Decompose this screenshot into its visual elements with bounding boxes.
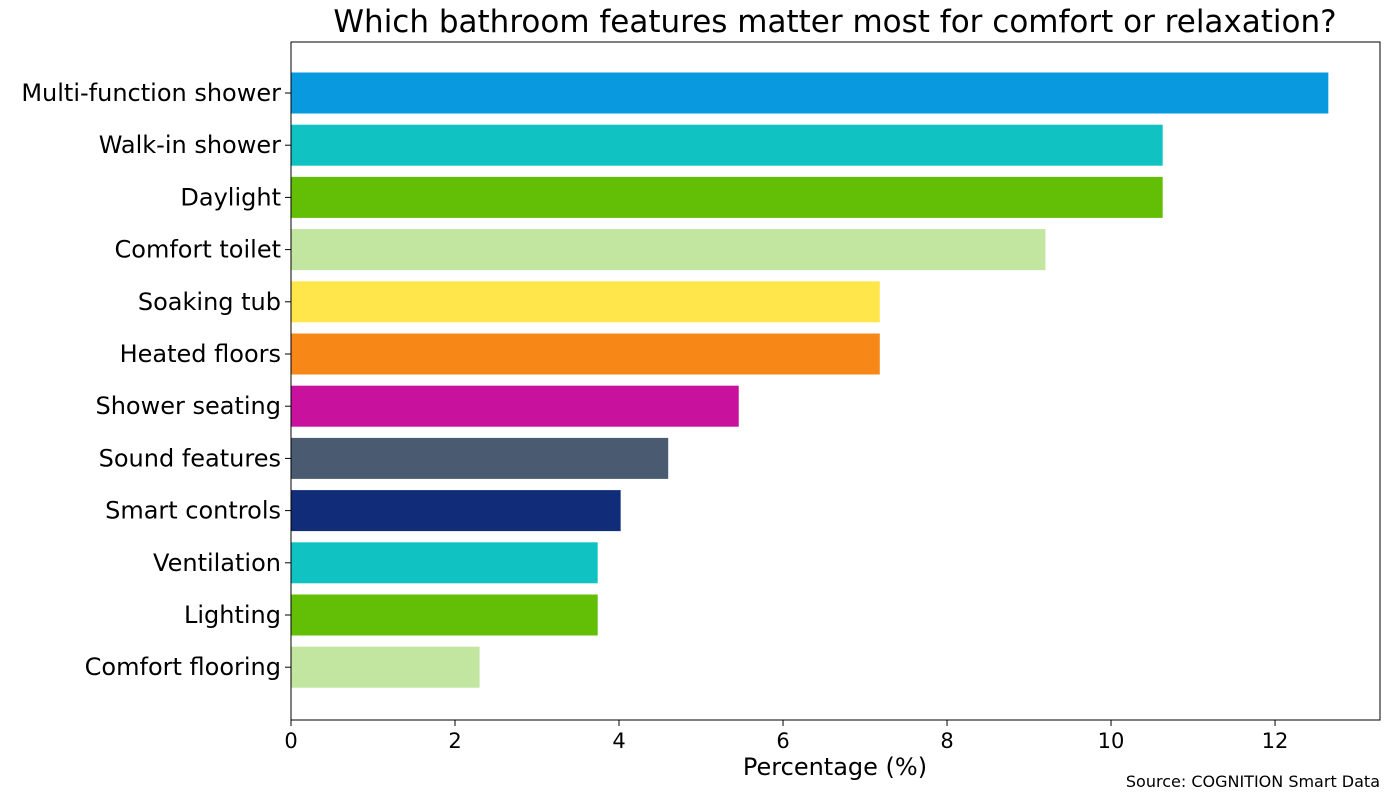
category-label: Multi-function shower — [21, 79, 281, 107]
bar-daylight — [291, 176, 1163, 218]
x-tick-label: 0 — [284, 729, 297, 753]
x-tick-label: 12 — [1262, 729, 1289, 753]
x-tick-label: 6 — [776, 729, 789, 753]
bar-lighting — [291, 594, 598, 636]
bar-comfort-toilet — [291, 229, 1046, 271]
bar-smart-controls — [291, 490, 621, 532]
category-label: Comfort toilet — [115, 236, 281, 264]
bar-sound-features — [291, 437, 669, 479]
bar-soaking-tub — [291, 281, 880, 323]
source-note: Source: COGNITION Smart Data — [1126, 772, 1380, 791]
category-label: Comfort flooring — [85, 653, 281, 681]
x-tick-label: 4 — [612, 729, 625, 753]
plot-frame — [290, 41, 1381, 721]
category-label: Walk-in shower — [99, 131, 281, 159]
category-label: Lighting — [184, 601, 281, 629]
x-axis-ticks: 0 2 4 6 8 10 12 — [284, 720, 1288, 753]
category-label: Daylight — [180, 183, 281, 211]
chart-title: Which bathroom features matter most for … — [333, 4, 1336, 40]
x-tick-label: 2 — [448, 729, 461, 753]
bars — [291, 72, 1329, 688]
bar-comfort-flooring — [291, 646, 480, 688]
category-label: Soaking tub — [138, 288, 281, 316]
x-axis-label: Percentage (%) — [743, 753, 927, 781]
bar-shower-seating — [291, 385, 739, 427]
bar-walk-in-shower — [291, 124, 1163, 166]
bar-multi-function-shower — [291, 72, 1329, 114]
category-label: Shower seating — [95, 392, 281, 420]
x-tick-label: 10 — [1098, 729, 1125, 753]
category-label: Sound features — [99, 444, 281, 472]
category-label: Ventilation — [153, 549, 281, 577]
x-tick-label: 8 — [940, 729, 953, 753]
bar-ventilation — [291, 542, 598, 584]
category-label: Heated floors — [120, 340, 281, 368]
category-label: Smart controls — [105, 497, 281, 525]
bar-heated-floors — [291, 333, 880, 375]
category-labels: Multi-function shower Walk-in shower Dayli… — [21, 79, 291, 681]
